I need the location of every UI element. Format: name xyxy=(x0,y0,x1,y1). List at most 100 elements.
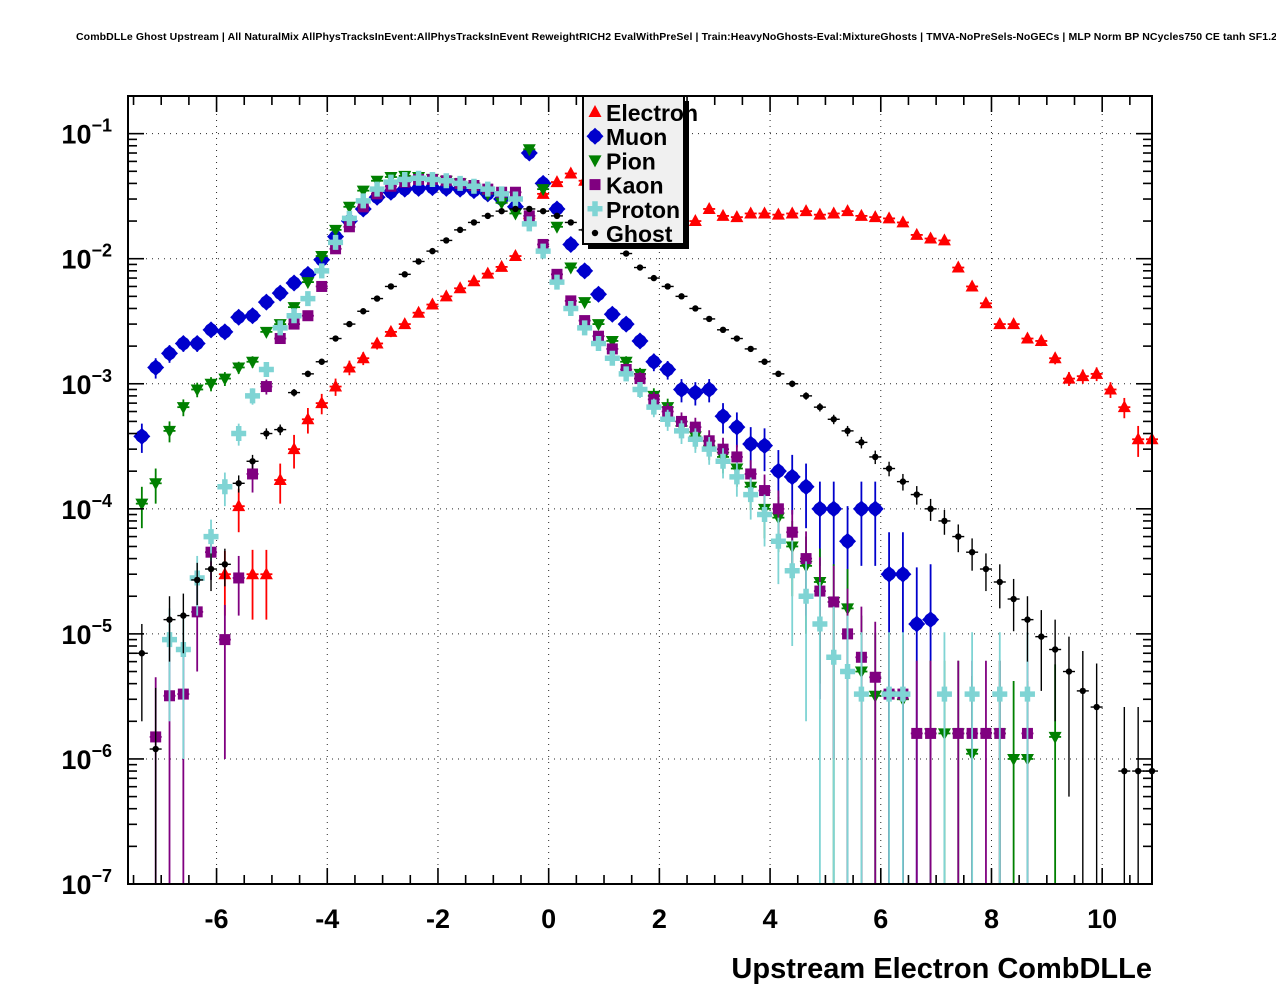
marker-diamond xyxy=(728,418,746,436)
marker-cross xyxy=(798,588,814,604)
legend-entry-pion[interactable]: Pion xyxy=(588,148,656,174)
marker-triangle-down xyxy=(588,155,602,168)
marker-square xyxy=(952,727,964,739)
marker-cross xyxy=(466,178,482,194)
marker-diamond xyxy=(894,565,912,583)
marker-cross xyxy=(521,216,537,232)
marker-diamond xyxy=(285,274,303,292)
legend-entry-electron[interactable]: Electron xyxy=(588,100,699,126)
marker-triangle-down xyxy=(218,373,232,386)
marker-square xyxy=(634,373,646,385)
marker-square xyxy=(869,671,881,683)
marker-triangle-up xyxy=(564,166,578,179)
legend-entry-muon[interactable]: Muon xyxy=(586,124,668,150)
marker-dot xyxy=(692,305,699,312)
marker-cross xyxy=(577,320,593,336)
marker-cross xyxy=(452,175,468,191)
marker-triangle-up xyxy=(951,260,965,273)
marker-triangle-up xyxy=(384,324,398,337)
marker-triangle-up xyxy=(785,206,799,219)
marker-square xyxy=(523,210,535,222)
marker-dot xyxy=(346,320,353,328)
marker-diamond xyxy=(562,235,580,253)
marker-dot xyxy=(816,403,824,411)
marker-triangle-down xyxy=(176,402,190,415)
y-tick-label: 10−5 xyxy=(61,616,112,650)
y-axis: 10−1 10−2 10−3 10−4 10−5 10−6 10−7 xyxy=(61,95,1152,900)
legend-entry-kaon[interactable]: Kaon xyxy=(589,173,664,199)
marker-cross xyxy=(424,171,440,187)
marker-dot xyxy=(539,207,547,215)
marker-dot xyxy=(733,335,741,342)
legend-label: Muon xyxy=(606,124,667,150)
marker-triangle-up xyxy=(453,281,467,294)
marker-dot xyxy=(1038,633,1045,640)
marker-triangle-up xyxy=(1048,351,1062,364)
marker-square xyxy=(589,179,601,191)
marker-cross xyxy=(411,170,427,186)
marker-triangle-up xyxy=(813,207,827,220)
marker-triangle-up xyxy=(1076,369,1090,382)
marker-square xyxy=(980,727,992,739)
marker-cross xyxy=(812,616,828,632)
marker-triangle-up xyxy=(246,567,260,580)
marker-dot xyxy=(318,358,325,365)
marker-dot xyxy=(235,480,242,487)
marker-dot xyxy=(927,505,934,513)
marker-cross xyxy=(563,300,579,316)
marker-dot xyxy=(1093,703,1100,711)
x-tick-label: 8 xyxy=(984,904,999,934)
marker-triangle-down xyxy=(522,144,536,157)
marker-square xyxy=(606,343,618,355)
marker-dot xyxy=(221,561,229,568)
marker-dot xyxy=(858,439,865,446)
marker-cross xyxy=(300,291,316,307)
y-tick-label: 10−3 xyxy=(61,366,112,400)
marker-cross xyxy=(383,174,399,190)
marker-triangle-up xyxy=(896,215,910,228)
marker-diamond xyxy=(586,127,604,145)
marker-cross xyxy=(743,487,759,503)
marker-diamond xyxy=(617,315,635,333)
marker-triangle-down xyxy=(1007,753,1021,766)
legend-entry-ghost[interactable]: Ghost xyxy=(591,221,673,247)
marker-triangle-down xyxy=(315,251,329,264)
marker-square xyxy=(274,333,286,345)
marker-diamond xyxy=(548,200,566,218)
marker-dot xyxy=(1079,687,1087,695)
marker-triangle-down xyxy=(356,185,370,198)
marker-cross xyxy=(715,453,731,469)
marker-dot xyxy=(955,533,962,540)
marker-triangle-down xyxy=(204,378,218,391)
marker-cross xyxy=(494,186,510,202)
y-tick-label: 10−6 xyxy=(61,741,112,775)
marker-dot xyxy=(401,271,408,278)
marker-triangle-down xyxy=(287,302,301,315)
legend-entry-proton[interactable]: Proton xyxy=(587,197,681,223)
series-proton xyxy=(162,170,1035,884)
marker-cross xyxy=(438,173,454,189)
marker-triangle-down xyxy=(564,262,578,275)
marker-dot xyxy=(650,274,658,282)
marker-diamond xyxy=(576,262,594,280)
marker-dot xyxy=(872,453,879,461)
legend-label: Proton xyxy=(606,197,680,223)
marker-triangle-down xyxy=(163,425,177,438)
marker-dot xyxy=(332,335,339,342)
marker-dot xyxy=(982,565,990,573)
marker-dot xyxy=(387,283,395,290)
marker-cross xyxy=(328,234,344,250)
marker-square xyxy=(925,727,937,739)
marker-triangle-up xyxy=(370,336,384,349)
marker-cross xyxy=(369,181,385,197)
marker-triangle-up xyxy=(1131,432,1145,445)
marker-dot xyxy=(636,264,644,271)
marker-cross xyxy=(245,388,261,404)
marker-diamond xyxy=(825,500,843,518)
marker-triangle-down xyxy=(301,277,315,290)
marker-cross xyxy=(895,686,911,702)
marker-triangle-up xyxy=(744,206,758,219)
marker-triangle-down xyxy=(259,326,273,339)
marker-triangle-up xyxy=(799,204,813,217)
